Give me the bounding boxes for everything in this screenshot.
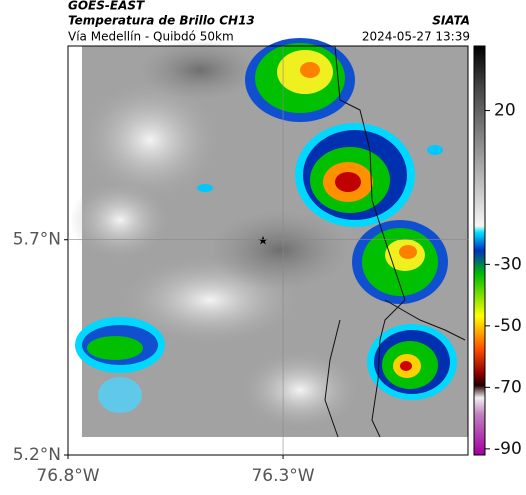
subtitle: Vía Medellín - Quibdó 50km — [68, 30, 234, 44]
y-tick-label: 5.2°N — [13, 445, 61, 465]
city-marker: ★ — [258, 234, 269, 248]
colorbar-tick-label: -50 — [494, 316, 522, 336]
cloud-tops — [75, 38, 457, 413]
x-tick-label: 76.8°W — [36, 466, 99, 486]
colorbar-tick-label: -70 — [494, 377, 522, 397]
timestamp: 2024-05-27 13:39 — [362, 30, 470, 44]
colorbar-tick-label: -30 — [494, 254, 522, 274]
satellite-image: ★ — [70, 38, 468, 438]
map-frame — [67, 45, 469, 456]
brand-label: SIATA — [432, 14, 470, 28]
colorbar-tick-label: 20 — [494, 101, 516, 121]
y-tick-label: 5.7°N — [13, 230, 61, 250]
x-tick-label: 76.3°W — [251, 466, 314, 486]
source-label: GOES-EAST — [68, 0, 145, 13]
map-title: Temperatura de Brillo CH13 — [68, 14, 255, 28]
colorbar-tick-label: -90 — [494, 439, 522, 459]
colorbar — [473, 45, 486, 456]
